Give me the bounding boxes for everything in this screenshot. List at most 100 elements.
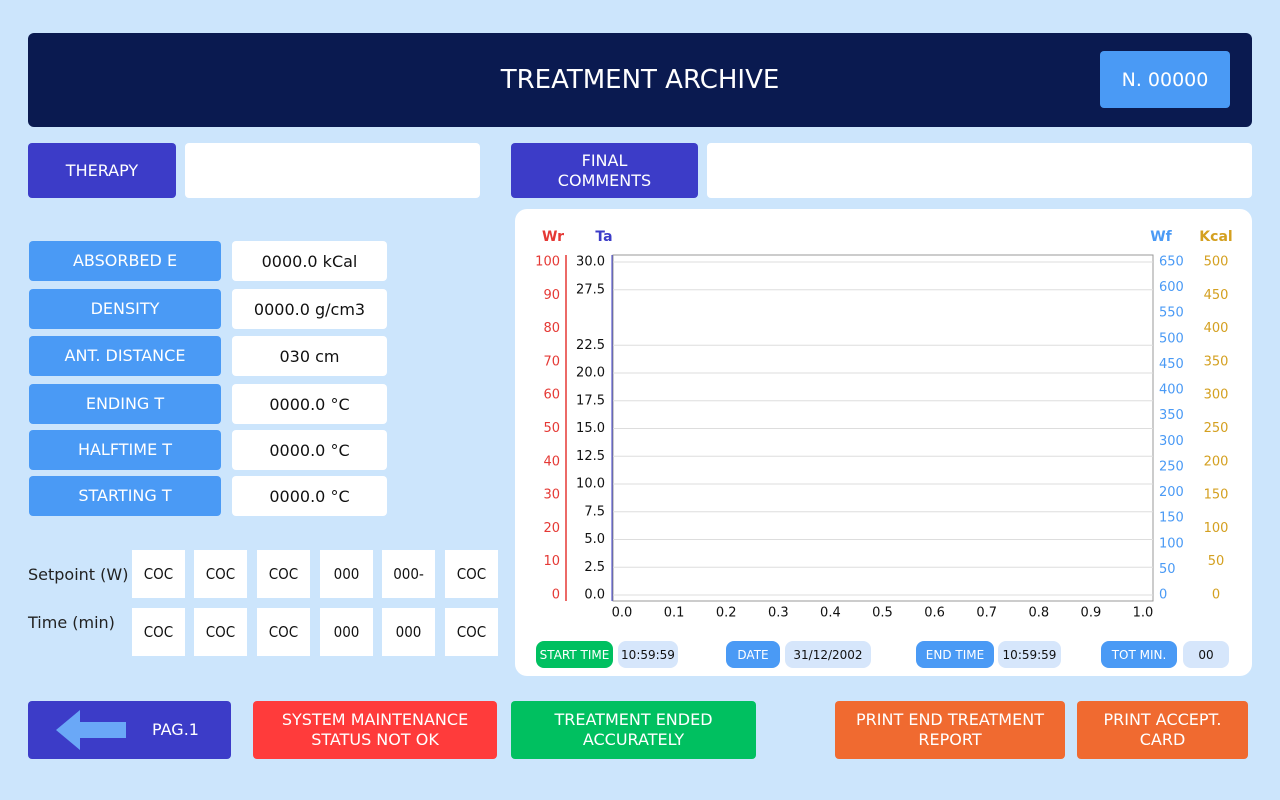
y-tick-label: 30 — [543, 488, 560, 503]
y-tick-label: 5.0 — [584, 532, 605, 547]
y-tick-label: 0.0 — [584, 588, 605, 603]
y-tick-label: 0 — [1159, 588, 1167, 603]
field-value: 0000.0 kCal — [232, 241, 387, 281]
number-button[interactable]: N. 00000 — [1100, 51, 1230, 108]
field-label: ENDING T — [29, 384, 221, 424]
header — [28, 33, 1252, 127]
field-value: 030 cm — [232, 336, 387, 376]
y-tick-label: 20.0 — [576, 366, 605, 381]
y-tick-label: 350 — [1204, 354, 1229, 369]
chart: Wr 0 10 20 30 40 50 60 70 80 90 100 Ta 0.0 2.5 5.0 7.5 10… — [535, 229, 1233, 621]
y-tick-label: 20 — [543, 521, 560, 536]
y-tick-label: 17.5 — [576, 393, 605, 408]
y-tick-label: 12.5 — [576, 449, 605, 464]
final-comments-button[interactable]: FINAL COMMENTS — [511, 143, 698, 198]
time-cell[interactable]: COC — [132, 608, 185, 656]
therapy-input[interactable] — [185, 143, 480, 198]
therapy-button[interactable]: THERAPY — [28, 143, 176, 198]
y-tick-label: 100 — [535, 255, 560, 270]
time-label: Time (min) — [28, 612, 115, 632]
setpoint-label: Setpoint (W) — [28, 564, 129, 584]
y-tick-label: 200 — [1159, 485, 1184, 500]
y-tick-label: 50 — [1159, 562, 1176, 577]
y-tick-label: 450 — [1204, 288, 1229, 303]
field-label: ABSORBED E — [29, 241, 221, 281]
x-tick-label: 0.0 — [612, 606, 633, 621]
setpoint-cell[interactable]: COC — [445, 550, 498, 598]
maintenance-button[interactable]: SYSTEM MAINTENANCE STATUS NOT OK — [253, 701, 497, 759]
y-tick-label: 22.5 — [576, 338, 605, 353]
info-label: DATE — [726, 641, 780, 668]
back-arrow — [56, 710, 126, 750]
field-label: HALFTIME T — [29, 430, 221, 470]
print-report-button[interactable]: PRINT END TREATMENT REPORT — [835, 701, 1065, 759]
setpoint-cell[interactable]: 000 — [320, 550, 373, 598]
axis-title: Kcal — [1199, 229, 1232, 245]
field-label: STARTING T — [29, 476, 221, 516]
y-tick-label: 300 — [1204, 388, 1229, 403]
info-label: END TIME — [916, 641, 994, 668]
y-tick-label: 80 — [543, 321, 560, 336]
x-tick-label: 0.4 — [820, 606, 841, 621]
y-tick-label: 600 — [1159, 280, 1184, 295]
y-tick-label: 650 — [1159, 255, 1184, 270]
time-cell[interactable]: COC — [257, 608, 310, 656]
info-value: 10:59:59 — [618, 641, 678, 668]
y-tick-label: 70 — [543, 354, 560, 369]
field-label: ANT. DISTANCE — [29, 336, 221, 376]
y-tick-label: 27.5 — [576, 282, 605, 297]
x-tick-label: 1.0 — [1133, 606, 1154, 621]
y-tick-label: 100 — [1159, 536, 1184, 551]
y-tick-label: 10.0 — [576, 477, 605, 492]
info-value: 10:59:59 — [998, 641, 1061, 668]
time-cell[interactable]: 000 — [320, 608, 373, 656]
y-tick-label: 450 — [1159, 357, 1184, 372]
x-tick-label: 0.5 — [872, 606, 893, 621]
time-cell[interactable]: 000 — [382, 608, 435, 656]
back-label: PAG.1 — [152, 720, 199, 739]
header-title: TREATMENT ARCHIVE — [500, 65, 780, 95]
y-tick-label: 90 — [543, 288, 560, 303]
y-tick-label: 30.0 — [576, 255, 605, 270]
info-label: TOT MIN. — [1101, 641, 1177, 668]
x-tick-label: 0.1 — [664, 606, 685, 621]
y-tick-label: 150 — [1204, 488, 1229, 503]
y-tick-label: 500 — [1159, 331, 1184, 346]
axis-title: Ta — [595, 229, 612, 245]
x-tick-label: 0.2 — [716, 606, 737, 621]
setpoint-cell[interactable]: COC — [194, 550, 247, 598]
back-button[interactable]: PAG.1 — [28, 701, 231, 759]
field-value: 0000.0 °C — [232, 430, 387, 470]
y-tick-label: 350 — [1159, 408, 1184, 423]
setpoint-cell[interactable]: 000- — [382, 550, 435, 598]
field-value: 0000.0 g/cm3 — [232, 289, 387, 329]
axis-title: Wr — [542, 229, 564, 245]
y-tick-label: 550 — [1159, 306, 1184, 321]
treatment-button[interactable]: TREATMENT ENDED ACCURATELY — [511, 701, 756, 759]
y-tick-label: 250 — [1204, 421, 1229, 436]
y-tick-label: 0 — [552, 588, 560, 603]
print-card-button[interactable]: PRINT ACCEPT. CARD — [1077, 701, 1248, 759]
final-comments-input[interactable] — [707, 143, 1252, 198]
y-tick-label: 15.0 — [576, 421, 605, 436]
y-tick-label: 10 — [543, 554, 560, 569]
x-tick-label: 0.6 — [924, 606, 945, 621]
x-tick-label: 0.9 — [1081, 606, 1102, 621]
y-tick-label: 200 — [1204, 454, 1229, 469]
y-tick-label: 40 — [543, 454, 560, 469]
info-label: START TIME — [536, 641, 613, 668]
time-cell[interactable]: COC — [194, 608, 247, 656]
field-label: DENSITY — [29, 289, 221, 329]
y-tick-label: 400 — [1204, 321, 1229, 336]
y-tick-label: 50 — [1208, 554, 1225, 569]
time-cell[interactable]: COC — [445, 608, 498, 656]
chart-panel — [515, 209, 1252, 676]
x-tick-label: 0.7 — [976, 606, 997, 621]
setpoint-cell[interactable]: COC — [257, 550, 310, 598]
field-value: 0000.0 °C — [232, 384, 387, 424]
setpoint-cell[interactable]: COC — [132, 550, 185, 598]
y-tick-label: 50 — [543, 421, 560, 436]
axis-title: Wf — [1150, 229, 1172, 245]
y-tick-label: 300 — [1159, 434, 1184, 449]
